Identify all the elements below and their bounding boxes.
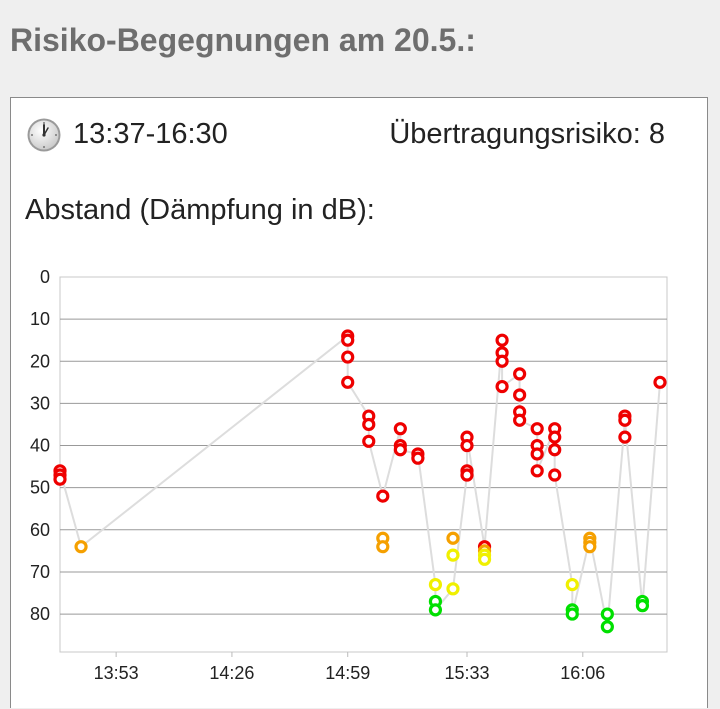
data-point: [653, 375, 667, 389]
data-point: [428, 603, 443, 617]
data-point: [446, 531, 460, 545]
y-tick-label: 20: [30, 351, 50, 371]
encounter-card: 13:37-16:30 Übertragungsrisiko: 8 Abstan…: [10, 97, 708, 708]
x-tick-label: 15:33: [444, 663, 489, 683]
data-point: [460, 468, 474, 482]
data-point: [460, 438, 474, 453]
y-axis-ticks: 0 10 20 30 40 50 60 70 80: [30, 267, 50, 624]
data-point: [393, 422, 407, 436]
data-point: [495, 379, 509, 394]
data-point: [428, 577, 443, 592]
data-point: [513, 388, 527, 402]
data-point: [376, 540, 390, 554]
data-point: [411, 451, 425, 465]
data-point: [530, 447, 544, 461]
y-tick-label: 80: [30, 604, 50, 624]
y-tick-label: 70: [30, 562, 50, 582]
data-point: [362, 434, 376, 448]
data-point: [530, 464, 544, 478]
data-point: [495, 354, 509, 368]
data-point: [600, 620, 614, 634]
data-point: [635, 599, 650, 613]
data-point: [565, 607, 579, 621]
data-point: [393, 443, 407, 457]
y-tick-label: 40: [30, 436, 50, 456]
data-point: [618, 430, 632, 444]
x-axis-ticks: 13:53 14:26 14:59 15:33 16:06: [94, 652, 605, 683]
clock-icon: [27, 118, 61, 152]
data-point: [341, 350, 355, 364]
data-point: [341, 375, 355, 389]
data-point: [513, 413, 527, 427]
data-point: [600, 607, 614, 621]
x-tick-label: 14:26: [209, 663, 254, 683]
y-tick-label: 0: [40, 267, 50, 287]
x-tick-label: 16:06: [560, 663, 605, 683]
data-point: [74, 540, 88, 554]
y-tick-label: 10: [30, 309, 50, 329]
data-point: [341, 333, 355, 347]
data-point: [618, 413, 632, 427]
data-point: [446, 548, 460, 562]
data-point: [376, 489, 390, 503]
distance-label: Abstand (Dämpfung in dB):: [25, 194, 375, 226]
y-tick-label: 30: [30, 393, 50, 413]
data-point: [53, 472, 67, 486]
transmission-risk: Übertragungsrisiko: 8: [389, 118, 665, 150]
time-range: 13:37-16:30: [73, 118, 228, 150]
data-point: [495, 333, 509, 347]
data-point: [530, 422, 544, 436]
data-point: [548, 443, 562, 457]
data-point: [513, 367, 527, 381]
y-tick-label: 60: [30, 520, 50, 540]
data-points: [53, 329, 667, 634]
data-point: [548, 468, 562, 482]
y-tick-label: 50: [30, 478, 50, 498]
x-tick-label: 13:53: [94, 663, 139, 683]
data-point: [362, 417, 376, 432]
data-point: [477, 552, 492, 566]
data-point: [446, 582, 460, 596]
page-title: Risiko-Begegnungen am 20.5.:: [10, 22, 476, 58]
x-tick-label: 14:59: [325, 663, 370, 683]
attenuation-chart: 0 10 20 30 40 50 60 70 80 13:53 14:26 14:59 15:33 16…: [30, 267, 668, 683]
data-point: [548, 430, 562, 444]
data-point: [583, 540, 597, 554]
data-point: [565, 577, 579, 592]
